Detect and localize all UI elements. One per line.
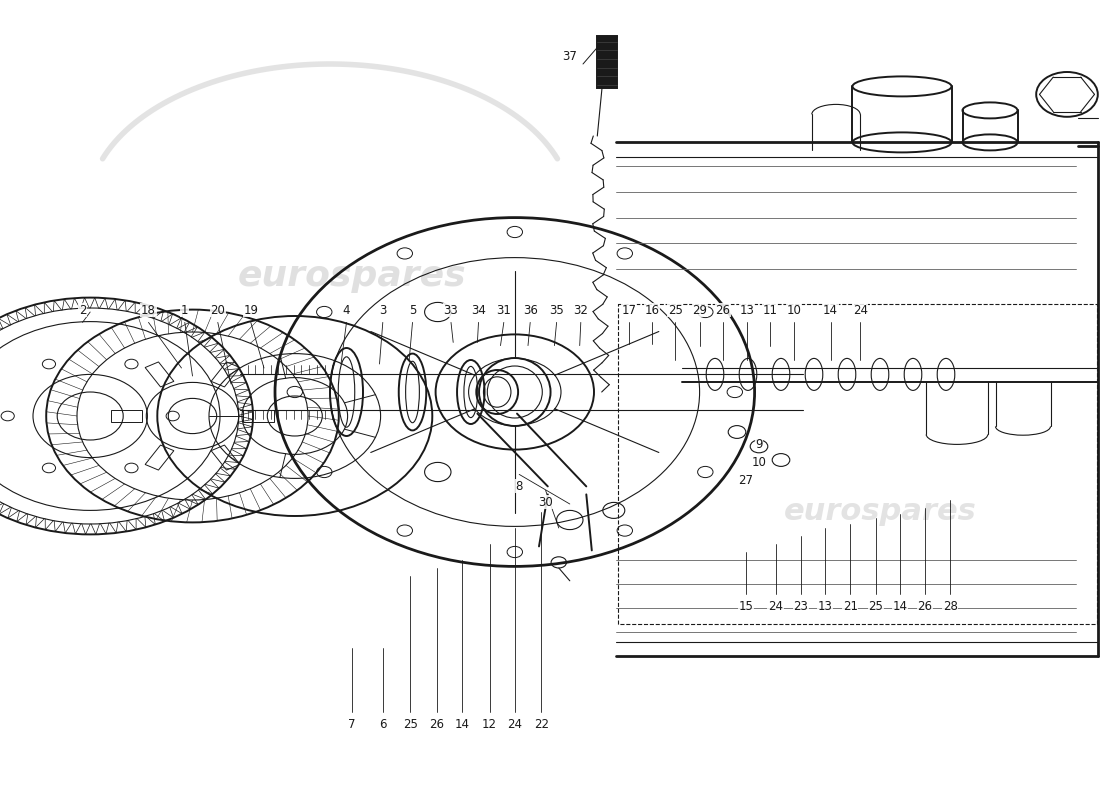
Text: 18: 18 (141, 304, 156, 317)
Text: 24: 24 (507, 718, 522, 730)
Text: 10: 10 (786, 304, 802, 317)
Text: 22: 22 (534, 718, 549, 730)
Text: 26: 26 (429, 718, 444, 730)
Text: 13: 13 (739, 304, 755, 317)
Text: 2: 2 (79, 304, 86, 317)
Text: 35: 35 (549, 304, 564, 317)
Bar (597, 36, 617, 88)
Text: 3: 3 (379, 304, 386, 317)
Text: 12: 12 (482, 718, 497, 730)
Text: eurospares: eurospares (783, 498, 977, 526)
Text: 20: 20 (210, 304, 225, 317)
Text: 36: 36 (522, 304, 538, 317)
Text: 37: 37 (562, 50, 578, 62)
Bar (145, 362, 174, 387)
Text: 10: 10 (751, 456, 767, 469)
Text: 28: 28 (943, 600, 958, 613)
Text: 8: 8 (516, 480, 522, 493)
Bar (243, 410, 274, 422)
Text: 25: 25 (868, 600, 883, 613)
Text: 30: 30 (538, 496, 553, 509)
Text: 14: 14 (454, 718, 470, 730)
Text: 7: 7 (349, 718, 355, 730)
Text: 25: 25 (403, 718, 418, 730)
Text: 32: 32 (573, 304, 588, 317)
Text: 27: 27 (738, 474, 754, 486)
Text: 31: 31 (496, 304, 512, 317)
Text: 14: 14 (823, 304, 838, 317)
Bar (211, 362, 240, 387)
Text: 26: 26 (917, 600, 933, 613)
Text: 1: 1 (182, 304, 188, 317)
Text: 23: 23 (793, 600, 808, 613)
Text: 26: 26 (715, 304, 730, 317)
Text: 6: 6 (379, 718, 386, 730)
Text: 15: 15 (738, 600, 754, 613)
Bar (211, 445, 240, 470)
Text: 19: 19 (243, 304, 258, 317)
Bar (145, 445, 174, 470)
Text: 11: 11 (762, 304, 778, 317)
Text: 25: 25 (668, 304, 683, 317)
Bar (618, 304, 1097, 624)
Bar (111, 410, 142, 422)
Text: 24: 24 (852, 304, 868, 317)
Text: 24: 24 (768, 600, 783, 613)
Text: 34: 34 (471, 304, 486, 317)
Text: 13: 13 (817, 600, 833, 613)
Text: 14: 14 (892, 600, 907, 613)
Text: 4: 4 (343, 304, 350, 317)
Text: 16: 16 (645, 304, 660, 317)
Text: 33: 33 (443, 304, 459, 317)
Text: 17: 17 (621, 304, 637, 317)
Text: 9: 9 (756, 438, 762, 450)
Text: 21: 21 (843, 600, 858, 613)
Text: 5: 5 (409, 304, 416, 317)
Text: 29: 29 (692, 304, 707, 317)
Text: eurospares: eurospares (238, 259, 466, 293)
